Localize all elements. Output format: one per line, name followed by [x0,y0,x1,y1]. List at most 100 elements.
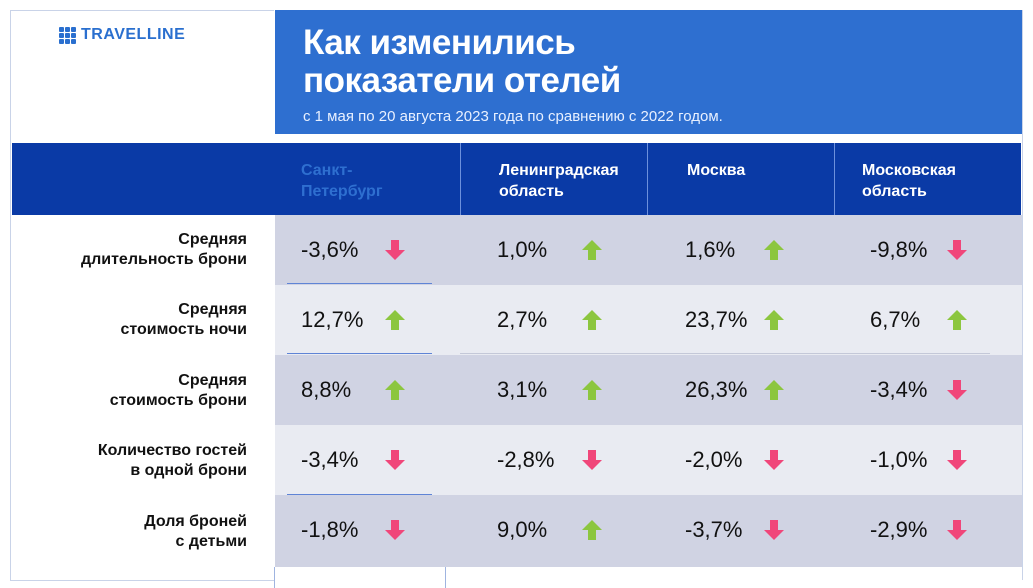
row-divider [460,353,990,354]
frame-line-left [10,10,11,580]
table-cell: -1,8% [301,495,408,565]
bottom-divider [274,567,275,588]
arrow-down-icon [385,520,405,540]
arrow-up-icon [582,240,602,260]
cell-value: -1,0% [870,447,928,472]
arrow-up-icon [582,380,602,400]
column-header-line-2: область [499,183,564,200]
arrow-up-icon [764,310,784,330]
cell-value: 9,0% [497,517,548,542]
table-cell: -3,4% [870,355,970,425]
row-label-line-1: Средняя [178,301,247,318]
row-label-line-2: в одной брони [130,462,247,479]
travelline-logo-icon [59,26,76,44]
row-label-avg-night-cost: Средняя стоимость ночи [20,300,248,340]
row-label-line-2: длительность брони [80,251,247,268]
cell-value: -9,8% [870,237,928,262]
column-header-line-1: Санкт- [301,162,353,179]
table-cell: -3,4% [301,425,408,495]
brand-name: TRAVELLINE [81,26,186,43]
frame-line-bottom [10,580,274,581]
row-label-guests-per-booking: Количество гостей в одной брони [20,441,247,481]
table-cell: -2,0% [685,425,787,495]
arrow-up-icon [947,310,967,330]
cell-value: 6,7% [870,307,921,332]
column-header-line-2: Петербург [301,183,383,200]
cell-value: -3,4% [870,377,928,402]
table-cell: 8,8% [301,355,408,425]
arrow-down-icon [385,240,405,260]
title-banner: Как изменились показатели отелей с 1 мая… [275,10,1022,134]
arrow-up-icon [764,240,784,260]
cell-value: -3,4% [301,447,359,472]
row-label-line-2: стоимость ночи [120,321,248,338]
cell-value: -3,6% [301,237,359,262]
arrow-down-icon [764,520,784,540]
table-cell: -3,7% [685,495,787,565]
row-label-line-2: с детьми [175,533,247,550]
row-divider [287,353,432,354]
travelline-logo: TRAVELLINE [59,26,185,44]
row-label-line-1: Средняя [178,372,247,389]
cell-value: 8,8% [301,377,352,402]
cell-value: 3,1% [497,377,548,402]
row-divider [287,494,432,495]
cell-value: 1,6% [685,237,736,262]
row-label-line-2: стоимость брони [109,392,247,409]
table-cell: 2,7% [497,285,605,355]
bottom-divider [445,567,446,588]
arrow-up-icon [385,310,405,330]
cell-value: 23,7% [685,307,748,332]
table-cell: -3,6% [301,215,408,285]
row-divider [287,283,432,284]
table-cell: -9,8% [870,215,970,285]
row-label-avg-booking-length: Средняя длительность брони [20,230,247,270]
cell-value: 1,0% [497,237,548,262]
column-divider [647,143,648,215]
table-cell: 9,0% [497,495,605,565]
page-subtitle: с 1 мая по 20 августа 2023 года по сравн… [303,108,723,125]
table-cell: -2,8% [497,425,605,495]
table-cell: 1,6% [685,215,787,285]
column-header-line-1: Москва [687,162,746,179]
table-cell: 26,3% [685,355,787,425]
title-line-1: Как изменились [303,23,576,62]
column-header-moscow: Москва [687,143,832,215]
arrow-down-icon [385,450,405,470]
column-divider [460,143,461,215]
cell-value: 12,7% [301,307,364,332]
row-label-line-1: Количество гостей [97,442,247,459]
table-cell: 3,1% [497,355,605,425]
table-cell: 12,7% [301,285,408,355]
arrow-down-icon [582,450,602,470]
column-header-line-2: область [862,183,927,200]
arrow-up-icon [582,520,602,540]
arrow-down-icon [764,450,784,470]
table-cell: -2,9% [870,495,970,565]
column-header-line-1: Московская [862,162,956,179]
frame-line-right [1022,10,1023,580]
column-header-line-1: Ленинградская [499,162,619,179]
arrow-up-icon [385,380,405,400]
arrow-up-icon [764,380,784,400]
cell-value: -2,0% [685,447,743,472]
title-line-2: показатели отелей [303,61,621,100]
table-cell: 1,0% [497,215,605,285]
page-title: Как изменились показатели отелей [303,24,621,100]
row-label-avg-booking-cost: Средняя стоимость брони [20,371,247,411]
arrow-up-icon [582,310,602,330]
column-header-spb: Санкт- Петербург [301,143,451,215]
arrow-down-icon [947,380,967,400]
cell-value: -1,8% [301,517,359,542]
column-header-len-oblast: Ленинградская область [499,143,644,215]
table-cell: -1,0% [870,425,970,495]
arrow-down-icon [947,450,967,470]
row-label-share-with-children: Доля броней с детьми [20,512,247,552]
row-label-line-1: Доля броней [144,513,247,530]
column-header-moscow-oblast: Московская область [862,143,1017,215]
cell-value: -3,7% [685,517,743,542]
row-label-line-1: Средняя [178,231,247,248]
table-cell: 23,7% [685,285,787,355]
frame-line-top [10,10,274,11]
cell-value: -2,9% [870,517,928,542]
